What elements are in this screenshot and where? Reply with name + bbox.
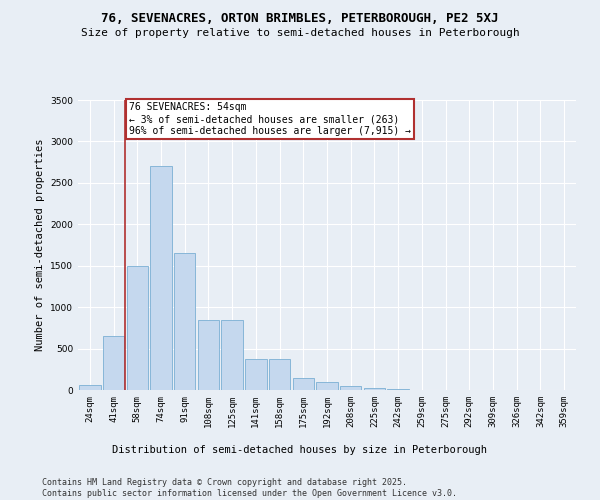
Bar [127,266,148,390]
Bar [174,254,196,390]
Bar [221,320,243,390]
Bar [269,358,290,390]
Bar [364,388,385,390]
Text: Distribution of semi-detached houses by size in Peterborough: Distribution of semi-detached houses by … [113,445,487,455]
Bar [245,358,266,390]
Y-axis label: Number of semi-detached properties: Number of semi-detached properties [35,138,44,352]
Bar [198,320,219,390]
Bar [340,386,361,390]
Bar [388,389,409,390]
Text: Contains HM Land Registry data © Crown copyright and database right 2025.
Contai: Contains HM Land Registry data © Crown c… [42,478,457,498]
Bar [316,382,338,390]
Text: 76 SEVENACRES: 54sqm
← 3% of semi-detached houses are smaller (263)
96% of semi-: 76 SEVENACRES: 54sqm ← 3% of semi-detach… [129,102,411,136]
Text: Size of property relative to semi-detached houses in Peterborough: Size of property relative to semi-detach… [80,28,520,38]
Bar [293,378,314,390]
Bar [151,166,172,390]
Bar [79,384,101,390]
Text: 76, SEVENACRES, ORTON BRIMBLES, PETERBOROUGH, PE2 5XJ: 76, SEVENACRES, ORTON BRIMBLES, PETERBOR… [101,12,499,26]
Bar [103,336,124,390]
